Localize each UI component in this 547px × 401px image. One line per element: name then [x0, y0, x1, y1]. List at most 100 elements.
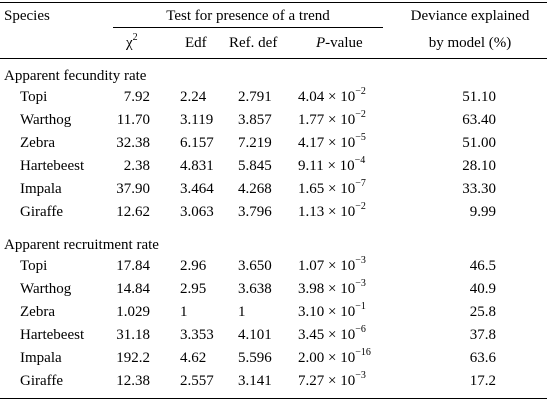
header-deviance-line2: by model (%) [428, 35, 512, 51]
header-rule [0, 58, 547, 59]
cell-species: Hartebeest [20, 158, 85, 174]
p-italic: P [316, 35, 326, 51]
p-mantissa: 1.07 × 10 [298, 258, 356, 274]
p-mantissa: 4.17 × 10 [298, 135, 356, 151]
cell-deviance: 51.00 [462, 135, 496, 151]
p-mantissa: 3.98 × 10 [298, 281, 356, 297]
p-exponent: −1 [355, 301, 366, 312]
group-underline [113, 27, 383, 28]
cell-edf: 6.157 [180, 135, 214, 151]
cell-edf: 2.24 [180, 89, 207, 105]
p-exponent: −2 [355, 201, 366, 212]
bottom-rule [0, 398, 547, 399]
p-mantissa: 3.10 × 10 [298, 304, 356, 320]
cell-species: Hartebeest [20, 327, 85, 343]
p-exponent: −4 [354, 155, 366, 166]
cell-ref-def: 3.141 [238, 373, 272, 389]
header-chi2: χ2 [126, 33, 138, 52]
cell-chi2: 192.2 [116, 350, 150, 366]
p-rest: -value [325, 35, 363, 51]
cell-edf: 2.96 [180, 258, 207, 274]
cell-species: Zebra [20, 304, 55, 320]
cell-edf: 3.119 [180, 112, 214, 128]
cell-chi2: 12.38 [116, 373, 150, 389]
cell-p-value: 3.45 × 10−6 [298, 325, 366, 344]
cell-species: Impala [20, 350, 62, 366]
cell-ref-def: 4.268 [238, 181, 272, 197]
cell-p-value: 9.11 × 10−4 [298, 155, 366, 175]
cell-edf: 3.353 [180, 327, 214, 343]
p-exponent: −2 [355, 109, 366, 120]
cell-species: Giraffe [20, 204, 64, 220]
header-test-group: Test for presence of a trend [166, 8, 330, 24]
cell-ref-def: 2.791 [238, 89, 272, 105]
cell-ref-def: 1 [238, 304, 246, 320]
cell-p-value: 3.98 × 10−3 [298, 279, 366, 298]
cell-p-value: 1.65 × 10−7 [298, 178, 366, 198]
cell-species: Topi [20, 258, 48, 274]
cell-ref-def: 3.796 [238, 204, 272, 220]
cell-deviance: 40.9 [469, 281, 496, 297]
p-exponent: −3 [355, 255, 366, 266]
p-mantissa: 1.65 × 10 [298, 181, 356, 197]
cell-p-value: 7.27 × 10−3 [298, 370, 366, 390]
cell-p-value: 4.04 × 10−2 [298, 87, 366, 106]
cell-deviance: 51.10 [462, 89, 496, 105]
cell-ref-def: 5.596 [238, 350, 272, 366]
cell-chi2: 11.70 [116, 112, 150, 128]
cell-edf: 3.063 [180, 204, 214, 220]
cell-p-value: 4.17 × 10−5 [298, 132, 366, 152]
cell-ref-def: 4.101 [238, 327, 272, 343]
cell-deviance: 33.30 [462, 181, 496, 197]
cell-species: Warthog [20, 281, 72, 297]
cell-ref-def: 5.845 [238, 158, 272, 174]
p-exponent: −5 [355, 132, 366, 143]
cell-edf: 3.464 [180, 181, 214, 197]
cell-species: Zebra [20, 135, 55, 151]
p-mantissa: 2.00 × 10 [298, 350, 356, 366]
section-title: Apparent fecundity rate [4, 68, 147, 84]
p-mantissa: 4.04 × 10 [298, 89, 356, 105]
cell-chi2: 32.38 [116, 135, 150, 151]
cell-deviance: 9.99 [469, 204, 496, 220]
cell-p-value: 1.77 × 10−2 [298, 109, 366, 129]
p-mantissa: 7.27 × 10 [298, 373, 356, 389]
cell-deviance: 63.6 [469, 350, 496, 366]
cell-deviance: 63.40 [462, 112, 496, 128]
cell-chi2: 31.18 [116, 327, 150, 343]
p-exponent: −16 [355, 347, 371, 358]
cell-p-value: 3.10 × 10−1 [298, 301, 366, 321]
cell-edf: 2.95 [180, 281, 207, 297]
cell-chi2: 1.029 [116, 304, 150, 320]
cell-ref-def: 3.638 [238, 281, 272, 297]
p-mantissa: 1.13 × 10 [298, 204, 356, 220]
cell-p-value: 1.13 × 10−2 [298, 201, 366, 221]
cell-chi2: 17.84 [116, 258, 150, 274]
cell-edf: 4.831 [180, 158, 214, 174]
cell-p-value: 1.07 × 10−3 [298, 255, 366, 275]
header-species: Species [4, 8, 50, 24]
header-edf: Edf [185, 35, 207, 51]
cell-deviance: 28.10 [462, 158, 496, 174]
cell-deviance: 37.8 [469, 327, 496, 343]
header-p-value: P-value [316, 34, 363, 52]
cell-deviance: 46.5 [469, 258, 496, 274]
p-exponent: −3 [355, 370, 366, 381]
cell-species: Giraffe [20, 373, 64, 389]
cell-p-value: 2.00 × 10−16 [298, 347, 371, 367]
p-mantissa: 3.45 × 10 [298, 327, 356, 343]
cell-species: Topi [20, 89, 48, 105]
cell-ref-def: 7.219 [238, 135, 272, 151]
chi2-symbol: χ [126, 35, 133, 51]
cell-deviance: 17.2 [469, 373, 496, 389]
cell-ref-def: 3.857 [238, 112, 272, 128]
top-rule [0, 2, 547, 3]
cell-deviance: 25.8 [469, 304, 496, 320]
cell-chi2: 37.90 [116, 181, 150, 197]
p-exponent: −7 [355, 178, 366, 189]
cell-edf: 2.557 [180, 373, 214, 389]
cell-chi2: 7.92 [123, 89, 150, 105]
cell-edf: 4.62 [180, 350, 207, 366]
header-ref-def: Ref. def [229, 35, 278, 51]
cell-ref-def: 3.650 [238, 258, 272, 274]
